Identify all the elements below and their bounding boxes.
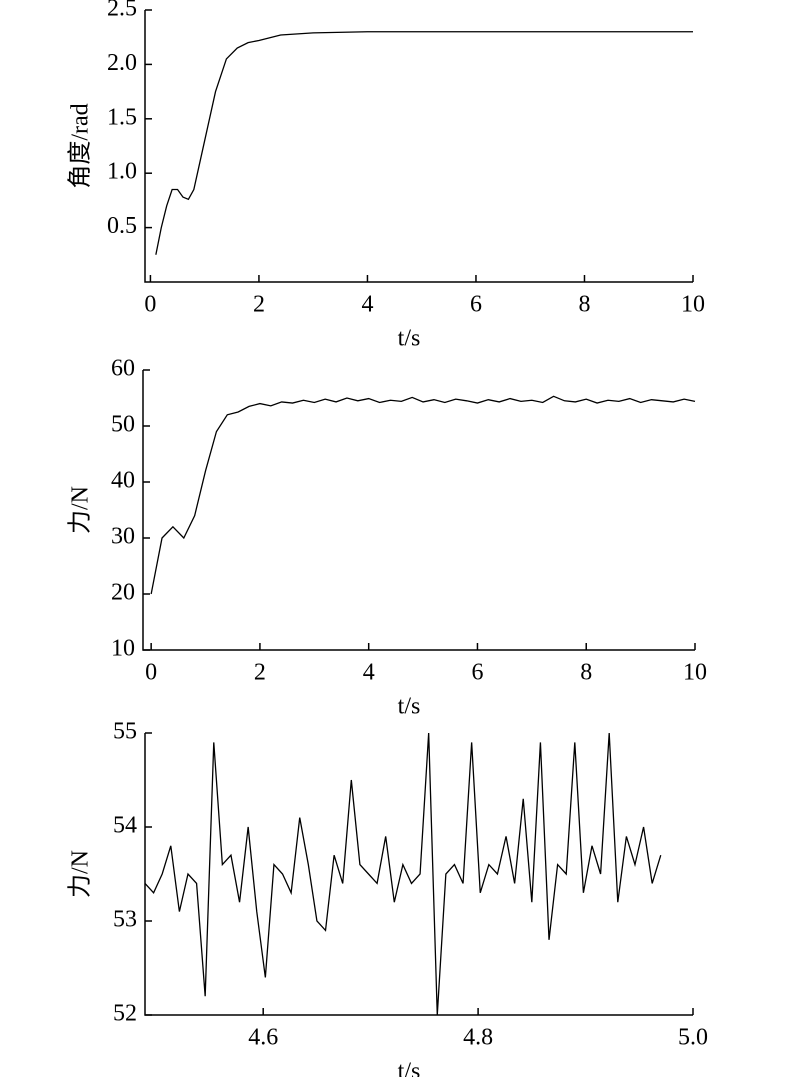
data-line bbox=[144, 732, 662, 1016]
y-tick-label: 30 bbox=[111, 524, 135, 550]
x-tick-label: 4 bbox=[363, 660, 375, 686]
x-tick-label: 0 bbox=[145, 660, 157, 686]
y-tick-label: 50 bbox=[111, 412, 135, 438]
y-tick-label: 1.5 bbox=[107, 104, 137, 130]
x-tick-label: 8 bbox=[578, 292, 590, 318]
x-tick-label: 2 bbox=[254, 660, 266, 686]
y-tick-label: 1.0 bbox=[107, 159, 137, 185]
y-tick-label: 52 bbox=[113, 1001, 137, 1027]
y-tick-label: 0.5 bbox=[107, 213, 137, 239]
y-tick-label: 54 bbox=[113, 813, 137, 839]
y-tick-label: 20 bbox=[111, 580, 135, 606]
x-tick-label: 6 bbox=[470, 292, 482, 318]
x-tick-label: 4 bbox=[361, 292, 373, 318]
y-tick-label: 2.5 bbox=[107, 0, 137, 22]
x-axis-label: t/s bbox=[398, 1059, 421, 1077]
axes bbox=[142, 370, 695, 651]
y-tick-label: 40 bbox=[111, 468, 135, 494]
x-tick-label: 10 bbox=[681, 292, 705, 318]
axes bbox=[144, 10, 693, 283]
y-tick-label: 2.0 bbox=[107, 50, 137, 76]
y-tick-label: 55 bbox=[113, 719, 137, 745]
y-tick-label: 53 bbox=[113, 907, 137, 933]
x-tick-label: 4.8 bbox=[463, 1025, 493, 1051]
data-line bbox=[150, 395, 696, 595]
x-tick-label: 6 bbox=[471, 660, 483, 686]
x-tick-label: 10 bbox=[683, 660, 707, 686]
data-line bbox=[155, 31, 693, 255]
x-tick-label: 5.0 bbox=[678, 1025, 708, 1051]
x-axis-label: t/s bbox=[398, 694, 421, 720]
y-axis-label: 力/N bbox=[67, 486, 94, 534]
x-tick-label: 2 bbox=[253, 292, 265, 318]
x-tick-label: 8 bbox=[580, 660, 592, 686]
y-axis-label: 力/N bbox=[67, 850, 94, 898]
x-tick-label: 0 bbox=[144, 292, 156, 318]
x-tick-label: 4.6 bbox=[248, 1025, 278, 1051]
y-tick-label: 60 bbox=[111, 356, 135, 382]
x-axis-label: t/s bbox=[398, 326, 421, 352]
y-axis-label: 角度/rad bbox=[67, 103, 94, 188]
y-tick-label: 10 bbox=[111, 636, 135, 662]
